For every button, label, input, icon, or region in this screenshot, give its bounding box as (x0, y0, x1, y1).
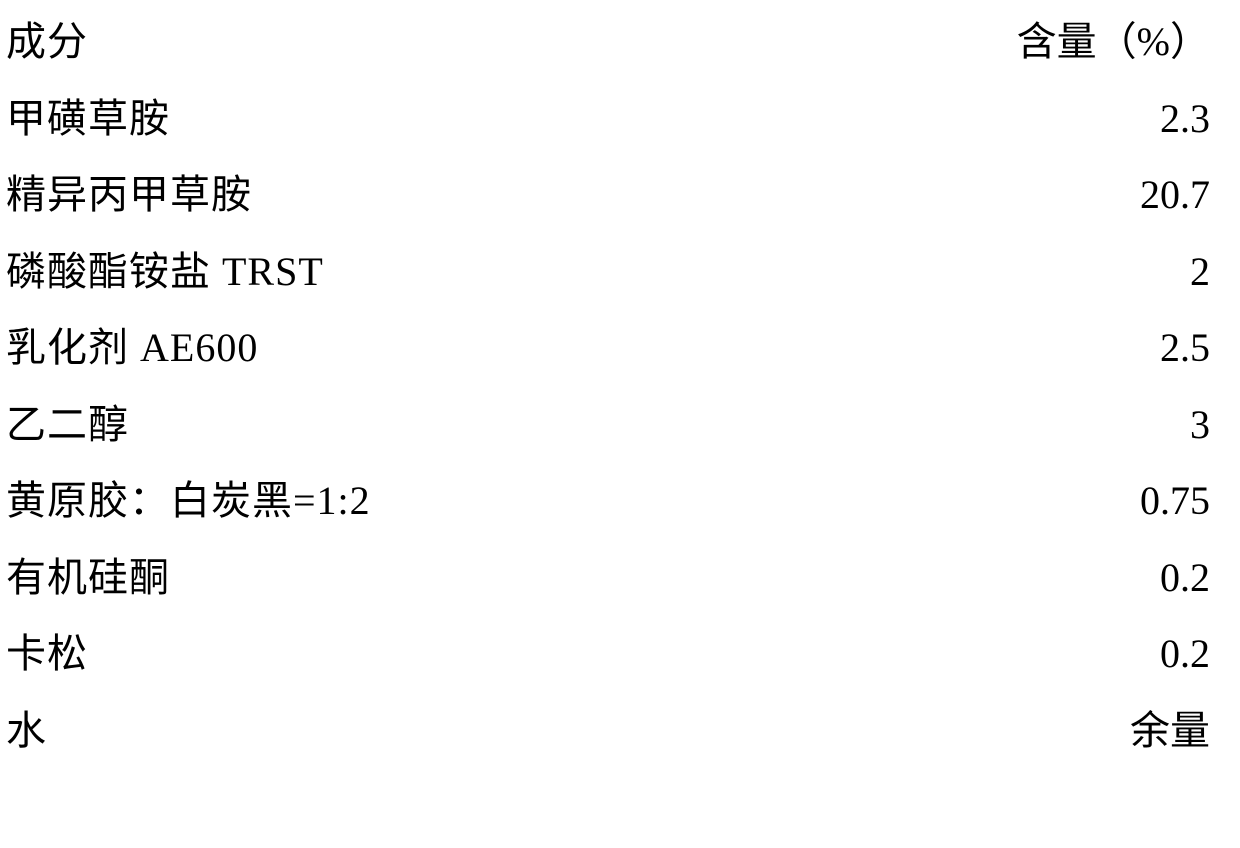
ingredient-cell: 黄原胶：白炭黑=1:2 (6, 463, 371, 540)
content-cell: 3 (1190, 387, 1210, 464)
content-cell: 2.3 (1160, 81, 1210, 158)
table-row: 磷酸酯铵盐 TRST 2 (6, 234, 1210, 311)
content-cell: 0.2 (1160, 540, 1210, 617)
content-cell: 20.7 (1140, 157, 1210, 234)
ingredient-cell: 乙二醇 (6, 387, 129, 464)
content-cell: 2 (1190, 234, 1210, 311)
table-row: 卡松 0.2 (6, 616, 1210, 693)
content-cell: 0.2 (1160, 616, 1210, 693)
ingredient-cell: 有机硅酮 (6, 540, 170, 617)
composition-table: 成分 含量（%） 甲磺草胺 2.3 精异丙甲草胺 20.7 磷酸酯铵盐 TRST… (0, 0, 1240, 848)
ingredient-cell: 甲磺草胺 (6, 81, 170, 158)
table-row: 乳化剂 AE600 2.5 (6, 310, 1210, 387)
content-cell: 余量 (1130, 693, 1210, 770)
table-header-row: 成分 含量（%） (6, 4, 1210, 81)
header-ingredient: 成分 (6, 4, 88, 81)
table-row: 有机硅酮 0.2 (6, 540, 1210, 617)
table-row: 黄原胶：白炭黑=1:2 0.75 (6, 463, 1210, 540)
content-cell: 0.75 (1140, 463, 1210, 540)
table-row: 精异丙甲草胺 20.7 (6, 157, 1210, 234)
table-row: 甲磺草胺 2.3 (6, 81, 1210, 158)
ingredient-cell: 水 (6, 693, 47, 770)
header-content: 含量（%） (1017, 4, 1210, 81)
ingredient-cell: 卡松 (6, 616, 88, 693)
table-row: 乙二醇 3 (6, 387, 1210, 464)
table-row: 水 余量 (6, 693, 1210, 770)
content-cell: 2.5 (1160, 310, 1210, 387)
ingredient-cell: 磷酸酯铵盐 TRST (6, 234, 324, 311)
ingredient-cell: 乳化剂 AE600 (6, 310, 258, 387)
ingredient-cell: 精异丙甲草胺 (6, 157, 252, 234)
